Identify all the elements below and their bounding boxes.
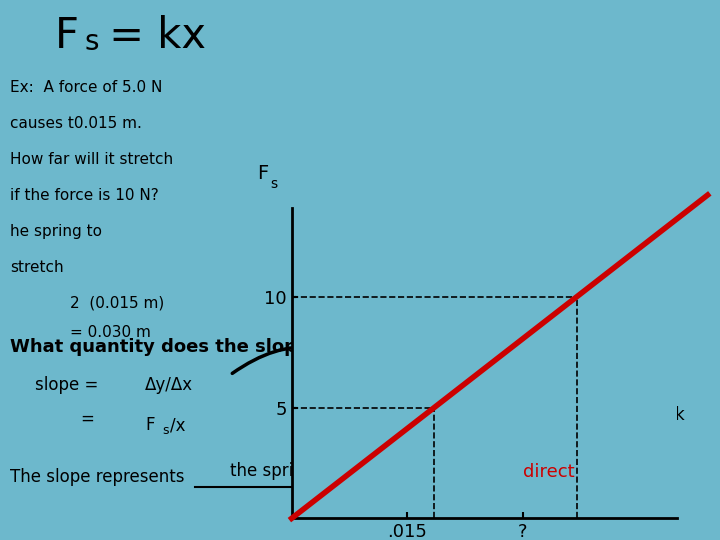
Text: causes t0.015 m.: causes t0.015 m. — [10, 116, 142, 131]
Text: =: = — [80, 410, 94, 428]
Text: What quantity does the slope represent?: What quantity does the slope represent? — [10, 338, 426, 356]
Text: = 0.030 m: = 0.030 m — [70, 325, 151, 340]
Text: the spring constant,: the spring constant, — [230, 462, 402, 480]
Text: Compare to F: Compare to F — [400, 370, 512, 388]
Text: x: x — [700, 537, 711, 540]
Text: k: k — [497, 462, 507, 480]
Text: if the force is 10 N?: if the force is 10 N? — [10, 188, 158, 203]
Text: = kx: = kx — [96, 15, 206, 57]
Text: The slope represents: The slope represents — [10, 468, 190, 486]
Text: /x: /x — [170, 416, 186, 434]
Text: s: s — [566, 382, 572, 395]
Text: slope =: slope = — [35, 376, 104, 394]
Text: he spring to: he spring to — [10, 224, 102, 239]
Text: s: s — [563, 418, 570, 431]
Text: s: s — [85, 28, 99, 56]
Text: F: F — [55, 15, 79, 57]
Text: s: s — [271, 177, 277, 191]
Text: .: . — [508, 462, 513, 480]
Text: Solve for F: Solve for F — [425, 406, 513, 424]
Text: /x =: /x = — [572, 406, 612, 424]
Text: k: k — [675, 406, 685, 424]
Text: How far will it stretch: How far will it stretch — [10, 152, 173, 167]
Text: s: s — [162, 424, 168, 437]
Text: = kx: = kx — [575, 370, 619, 388]
Text: Ex:  A force of 5.0 N: Ex: A force of 5.0 N — [10, 80, 163, 95]
Text: F: F — [145, 416, 155, 434]
Text: Δy/Δx: Δy/Δx — [145, 376, 193, 394]
Text: 2  (0.015 m): 2 (0.015 m) — [70, 295, 164, 310]
Text: stretch: stretch — [10, 260, 63, 275]
Text: F: F — [257, 164, 268, 183]
Text: direct: direct — [523, 462, 575, 481]
